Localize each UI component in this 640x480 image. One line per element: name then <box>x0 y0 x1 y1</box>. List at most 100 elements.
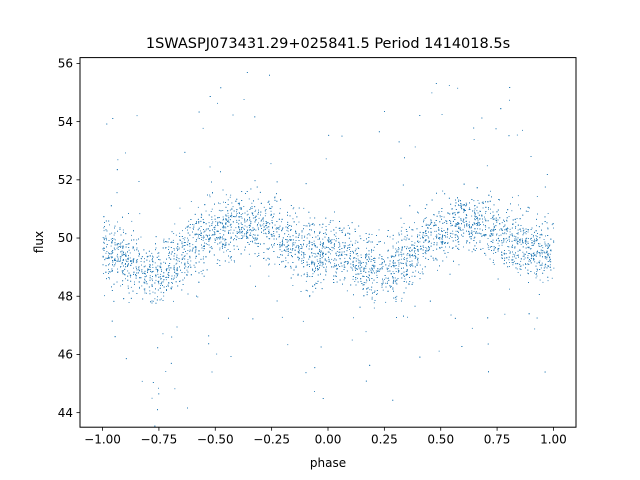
data-point <box>406 237 408 239</box>
data-point <box>274 224 276 226</box>
data-point <box>360 254 362 256</box>
data-point <box>431 222 433 223</box>
data-point <box>105 257 107 259</box>
data-point <box>327 239 329 241</box>
data-point <box>222 210 224 211</box>
data-point <box>115 262 116 264</box>
data-point <box>177 275 178 277</box>
data-point <box>524 232 526 233</box>
data-point <box>454 225 456 227</box>
data-point <box>295 267 297 268</box>
data-point <box>534 241 536 243</box>
data-point <box>136 259 138 261</box>
data-point <box>214 238 216 240</box>
data-point <box>209 250 211 252</box>
data-point <box>469 226 470 228</box>
data-point <box>247 231 249 233</box>
data-point <box>354 267 356 269</box>
data-point <box>114 257 116 259</box>
data-point <box>377 269 379 271</box>
data-point <box>373 257 375 259</box>
data-point <box>322 251 324 253</box>
data-point <box>133 239 135 241</box>
data-point <box>192 224 193 225</box>
data-point <box>131 260 132 262</box>
data-point <box>442 231 443 232</box>
data-point <box>392 281 394 283</box>
data-point <box>265 233 267 235</box>
data-point <box>119 246 120 247</box>
data-point <box>141 380 143 382</box>
data-point <box>303 243 304 245</box>
data-point <box>296 216 298 218</box>
data-point <box>239 207 241 209</box>
data-point <box>541 245 542 247</box>
data-point <box>519 268 521 270</box>
data-point <box>231 202 233 204</box>
data-point <box>146 292 147 294</box>
data-point <box>314 265 315 267</box>
data-point <box>409 261 411 262</box>
data-point <box>218 209 220 211</box>
data-point <box>319 251 320 252</box>
data-point <box>171 286 173 288</box>
data-point <box>146 259 148 261</box>
data-point <box>225 219 227 221</box>
data-point <box>215 225 217 226</box>
data-point <box>152 264 154 266</box>
data-point <box>175 234 177 236</box>
data-point <box>301 254 302 256</box>
data-point <box>227 212 229 214</box>
data-point <box>116 247 118 249</box>
data-point <box>248 225 250 226</box>
data-point <box>517 233 519 235</box>
data-point <box>379 269 381 271</box>
data-point <box>305 225 307 227</box>
data-point <box>121 254 123 256</box>
data-point <box>525 233 527 235</box>
data-point <box>203 245 205 247</box>
data-point <box>231 216 233 218</box>
data-point <box>194 234 196 236</box>
data-point <box>468 221 470 223</box>
data-point <box>204 242 205 244</box>
data-point <box>177 273 179 275</box>
data-point <box>168 249 169 250</box>
data-point <box>258 217 260 219</box>
data-point <box>404 157 405 159</box>
data-point <box>320 241 321 243</box>
data-point <box>244 233 246 235</box>
data-point <box>131 220 133 222</box>
data-point <box>478 214 480 216</box>
data-point <box>179 260 180 262</box>
data-point <box>439 221 441 223</box>
data-point <box>542 250 544 251</box>
data-point <box>309 245 310 247</box>
data-point <box>432 250 434 251</box>
data-point <box>120 256 122 258</box>
data-point <box>368 278 370 280</box>
data-point <box>277 228 279 229</box>
data-point <box>508 246 510 248</box>
data-point <box>331 258 333 260</box>
data-point <box>368 271 370 273</box>
data-point <box>347 232 349 234</box>
data-point <box>499 217 501 219</box>
data-point <box>240 238 242 239</box>
data-point <box>155 276 157 278</box>
data-point <box>355 240 357 242</box>
data-point <box>390 266 392 268</box>
data-point <box>355 269 356 271</box>
data-point <box>394 277 396 279</box>
data-point <box>174 269 175 271</box>
data-point <box>373 307 375 309</box>
data-point <box>263 223 265 225</box>
data-point <box>236 213 238 214</box>
data-point <box>106 251 108 252</box>
data-point <box>447 242 449 243</box>
data-point <box>455 223 457 224</box>
data-point <box>471 327 473 329</box>
data-point <box>350 251 352 252</box>
data-point <box>260 214 261 216</box>
data-point <box>219 237 221 239</box>
